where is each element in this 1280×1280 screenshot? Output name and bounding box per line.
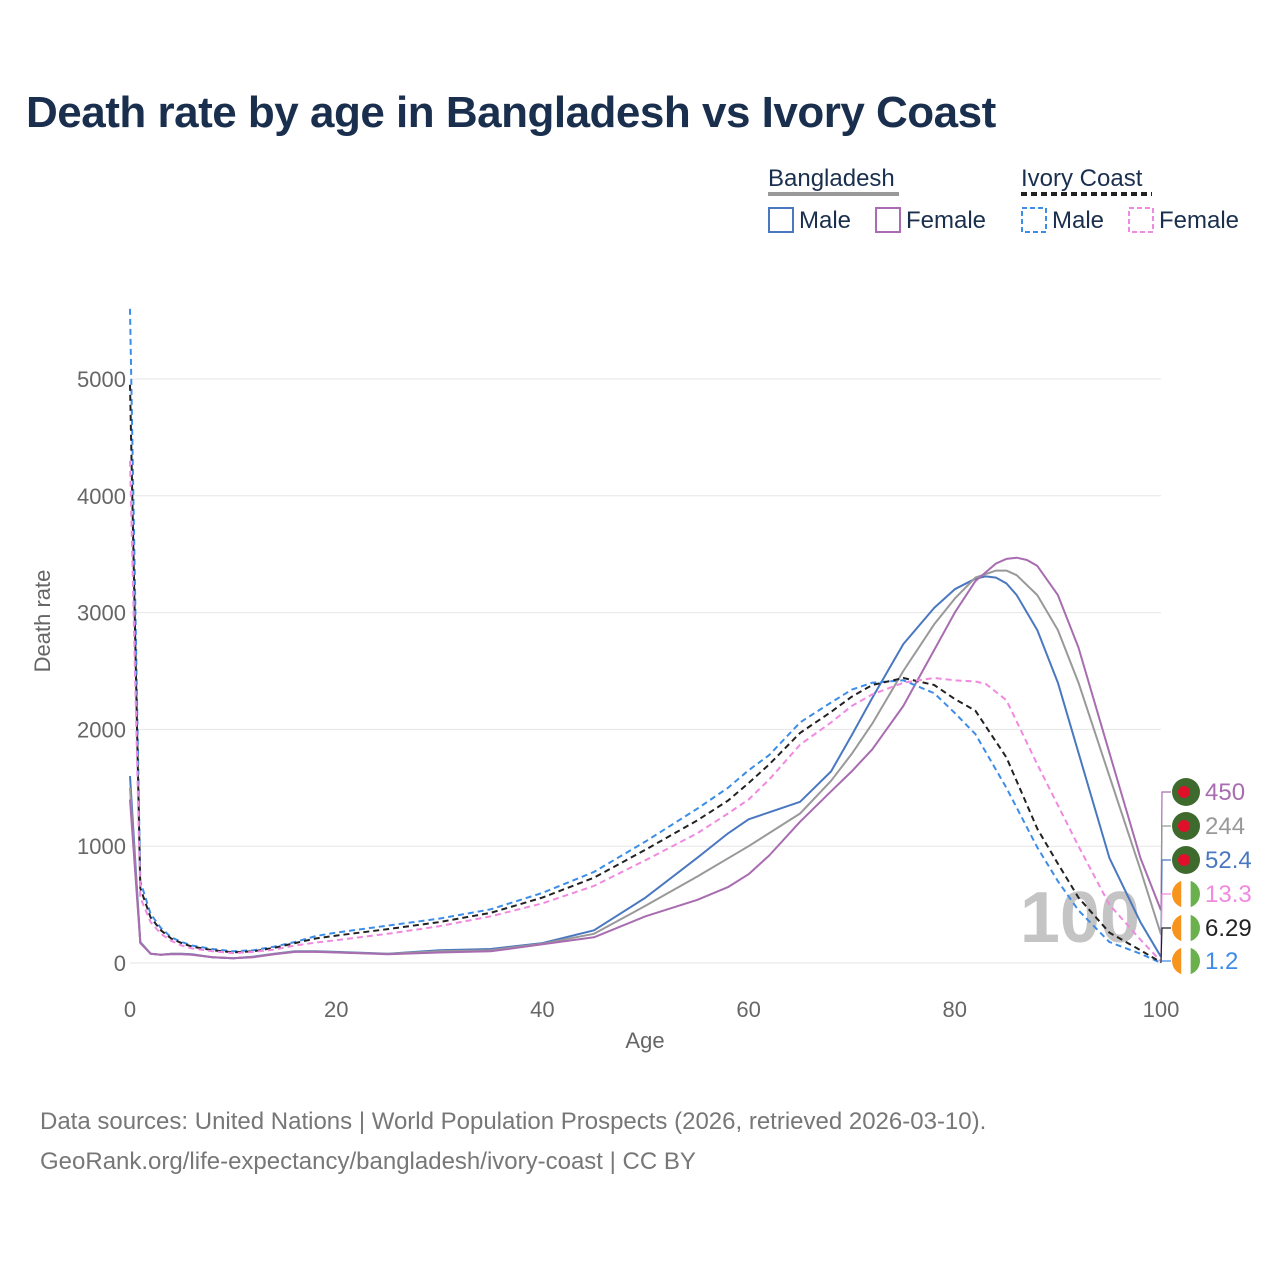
legend-ivory-coast-male-label[interactable]: Male: [1052, 207, 1104, 234]
legend-ivory-coast-male-swatch[interactable]: [1021, 207, 1047, 233]
ivory-coast-flag-icon: [1172, 914, 1200, 942]
legend-bangladesh-female-swatch[interactable]: [875, 207, 901, 233]
end-label-connector: [1160, 859, 1171, 957]
bangladesh-flag-disc: [1178, 786, 1190, 798]
legend-ivory-coast-female-swatch[interactable]: [1128, 207, 1154, 233]
x-tick-label: 20: [324, 997, 348, 1022]
x-tick-label: 40: [530, 997, 554, 1022]
ivory-coast-flag-icon: [1172, 880, 1200, 908]
series-lines: [129, 308, 1162, 964]
y-axis-label: Death rate: [30, 570, 55, 673]
bangladesh-flag-disc: [1178, 820, 1190, 832]
chart-title: Death rate by age in Bangladesh vs Ivory…: [26, 88, 996, 137]
x-axis-ticks: 0 20 40 60 80 100: [124, 997, 1179, 1022]
bangladesh-flag-disc: [1178, 854, 1190, 866]
y-tick-label: 0: [114, 951, 126, 976]
legend: Bangladesh Male Female Ivory Coast Male …: [768, 165, 1239, 234]
series-line-ivory-coast-both[interactable]: [129, 384, 1162, 964]
footer-credit[interactable]: GeoRank.org/life-expectancy/bangladesh/i…: [40, 1148, 696, 1175]
legend-bangladesh-title: Bangladesh: [768, 165, 895, 192]
end-labels: 450 244 52.4 13.3 6.29 1.2: [1160, 778, 1252, 975]
grid: [130, 378, 1161, 964]
legend-ivory-coast-title: Ivory Coast: [1021, 165, 1143, 192]
footer-sources: Data sources: United Nations | World Pop…: [40, 1108, 987, 1135]
y-tick-label: 5000: [77, 367, 126, 392]
end-label-value: 450: [1205, 779, 1245, 806]
x-tick-label: 80: [943, 997, 967, 1022]
end-label-connector: [1160, 960, 1171, 964]
end-label-connector: [1160, 927, 1171, 963]
end-label-connector: [1160, 825, 1171, 935]
y-tick-label: 2000: [77, 717, 126, 742]
x-axis-label: Age: [625, 1028, 664, 1053]
end-label-value: 244: [1205, 813, 1245, 840]
series-line-ivory-coast-female[interactable]: [129, 460, 1162, 963]
x-tick-label: 60: [736, 997, 760, 1022]
y-tick-label: 1000: [77, 834, 126, 859]
y-tick-label: 4000: [77, 484, 126, 509]
legend-bangladesh-male-swatch[interactable]: [768, 207, 794, 233]
x-tick-label: 100: [1143, 997, 1180, 1022]
end-label-value: 13.3: [1205, 881, 1252, 908]
end-label-value: 6.29: [1205, 915, 1252, 942]
series-line-ivory-coast-male[interactable]: [129, 308, 1162, 964]
y-tick-label: 3000: [77, 601, 126, 626]
series-line-bangladesh-female[interactable]: [129, 556, 1162, 960]
x-tick-label: 0: [124, 997, 136, 1022]
series-line-bangladesh-both[interactable]: [129, 569, 1162, 960]
series-line-bangladesh-male[interactable]: [129, 575, 1162, 960]
end-label-connector: [1160, 791, 1171, 911]
end-label-value: 52.4: [1205, 847, 1252, 874]
end-label-value: 1.2: [1205, 948, 1238, 975]
legend-bangladesh-female-label[interactable]: Female: [906, 207, 986, 234]
legend-bangladesh-male-label[interactable]: Male: [799, 207, 851, 234]
ivory-coast-flag-icon: [1172, 947, 1200, 975]
y-axis-ticks: 0 1000 2000 3000 4000 5000: [77, 367, 126, 976]
legend-ivory-coast-female-label[interactable]: Female: [1159, 207, 1239, 234]
